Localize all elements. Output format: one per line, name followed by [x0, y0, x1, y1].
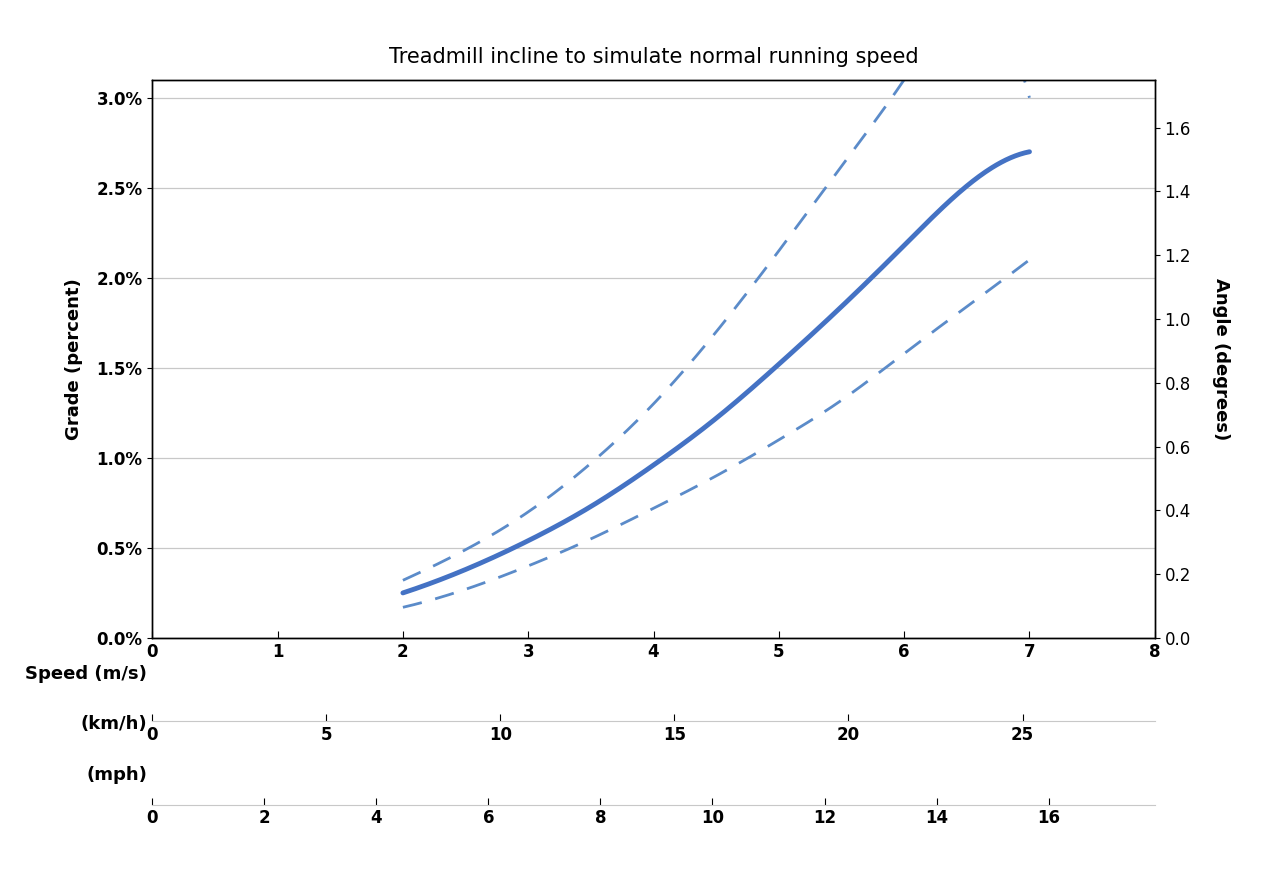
Title: Treadmill incline to simulate normal running speed: Treadmill incline to simulate normal run…: [388, 47, 919, 67]
Text: Speed (m/s): Speed (m/s): [25, 665, 147, 683]
Y-axis label: Grade (percent): Grade (percent): [65, 278, 82, 439]
Text: (km/h): (km/h): [81, 715, 147, 734]
Y-axis label: Angle (degrees): Angle (degrees): [1212, 277, 1230, 440]
Text: (mph): (mph): [86, 766, 147, 784]
